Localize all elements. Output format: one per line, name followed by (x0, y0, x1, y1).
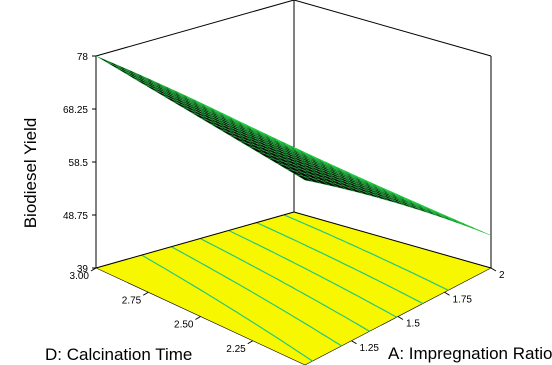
x-tick-mark (444, 291, 450, 296)
contour-line (256, 222, 424, 305)
y-tick-mark (195, 316, 201, 320)
y-axis-ticks: 2.002.252.502.753.00 (70, 267, 305, 365)
surface-facet (473, 228, 492, 236)
y-tick-mark (247, 340, 254, 345)
x-tick-mark (351, 340, 357, 345)
z-tick-label: 78 (77, 52, 89, 63)
floor-layer (95, 211, 492, 365)
x-tick-mark (397, 316, 404, 320)
z-tick-label: 48.75 (63, 211, 88, 222)
surface-facet (104, 59, 124, 70)
x-axis-label: A: Impregnation Ratio (388, 344, 552, 363)
surface-facet (105, 61, 125, 72)
x-tick-label: 1.5 (406, 319, 420, 330)
z-tick-label: 39 (77, 264, 89, 275)
box-frame (95, 0, 492, 269)
x-axis-ticks: 11.251.51.752 (305, 267, 505, 365)
y-tick-label: 2.25 (226, 344, 246, 355)
box-edge (95, 0, 295, 57)
z-tick-label: 58.5 (69, 158, 89, 169)
y-tick-mark (142, 291, 149, 296)
contour-line (141, 254, 313, 362)
contour-line (171, 246, 342, 347)
surface-facet (95, 55, 115, 66)
x-tick-label: 2 (499, 270, 505, 281)
y-tick-label: 3.00 (70, 271, 90, 282)
contour-line (283, 214, 449, 291)
y-tick-label: 2.75 (122, 295, 142, 306)
z-axis-ticks: 39 48.75 58.5 68.25 78 (63, 52, 96, 275)
y-tick-label: 2.50 (174, 320, 194, 331)
surface-facet (114, 65, 133, 75)
y-axis-label: D: Calcination Time (45, 345, 192, 364)
box-edge (293, 0, 492, 57)
contour-line (228, 229, 397, 318)
x-tick-mark (490, 267, 497, 272)
box-edge (95, 211, 295, 269)
y-tick-mark (90, 267, 97, 272)
z-tick-label: 68.25 (63, 105, 88, 116)
contour-line (199, 237, 370, 332)
x-tick-label: 1.75 (453, 294, 473, 305)
surface-layer (95, 55, 492, 236)
z-axis-label: Biodiesel Yield (21, 118, 40, 229)
x-tick-label: 1.25 (360, 343, 380, 354)
box-edge (293, 211, 492, 269)
